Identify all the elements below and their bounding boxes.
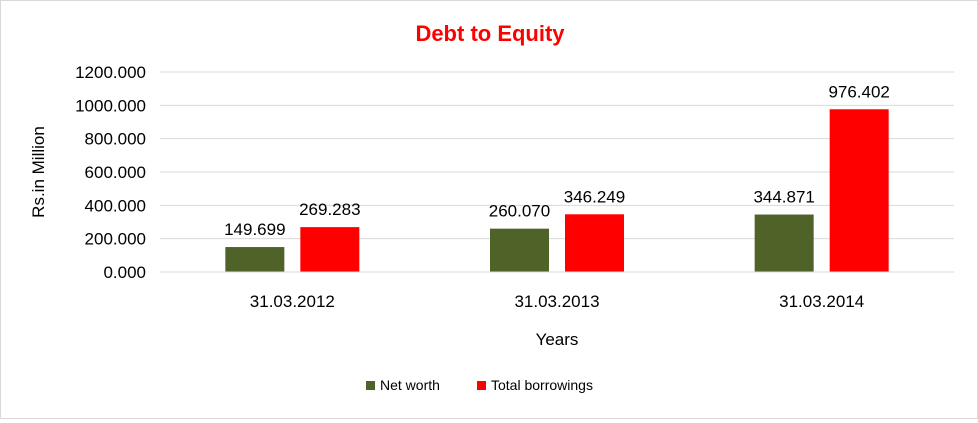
x-axis-title: Years (536, 330, 579, 349)
legend-label: Total borrowings (491, 377, 593, 393)
x-axis-ticks: 31.03.2012 31.03.2013 31.03.2014 (250, 292, 864, 311)
y-tick-label: 600.000 (85, 163, 146, 182)
y-axis-title: Rs.in Million (29, 126, 48, 218)
data-label: 346.249 (564, 187, 625, 206)
y-tick-label: 200.000 (85, 230, 146, 249)
legend-swatch (477, 381, 486, 390)
bar (490, 228, 549, 272)
x-tick-label: 31.03.2012 (250, 292, 335, 311)
bar (300, 227, 360, 272)
x-tick-label: 31.03.2013 (514, 292, 599, 311)
bar (565, 214, 624, 272)
legend: Net worth Total borrowings (366, 377, 593, 393)
y-tick-label: 0.000 (103, 263, 146, 282)
y-axis-ticks: 0.000 200.000 400.000 600.000 800.000 1000.00… (75, 63, 146, 282)
y-tick-label: 800.000 (85, 130, 146, 149)
chart-title: Debt to Equity (415, 21, 565, 46)
data-labels: 149.699 269.283 260.070 346.249 344.871 976.4… (224, 82, 890, 239)
data-label: 269.283 (299, 200, 360, 219)
data-label: 149.699 (224, 220, 285, 239)
legend-label: Net worth (380, 377, 440, 393)
bar (225, 247, 285, 272)
data-label: 260.070 (489, 202, 550, 221)
data-label: 344.871 (753, 188, 814, 207)
x-tick-label: 31.03.2014 (779, 292, 864, 311)
y-tick-label: 400.000 (85, 196, 146, 215)
bar (754, 214, 814, 272)
legend-swatch (366, 381, 375, 390)
bars (225, 109, 889, 273)
data-label: 976.402 (828, 82, 889, 101)
y-tick-label: 1200.000 (75, 63, 146, 82)
y-tick-label: 1000.000 (75, 96, 146, 115)
gridlines (160, 71, 954, 240)
bar (829, 109, 889, 273)
